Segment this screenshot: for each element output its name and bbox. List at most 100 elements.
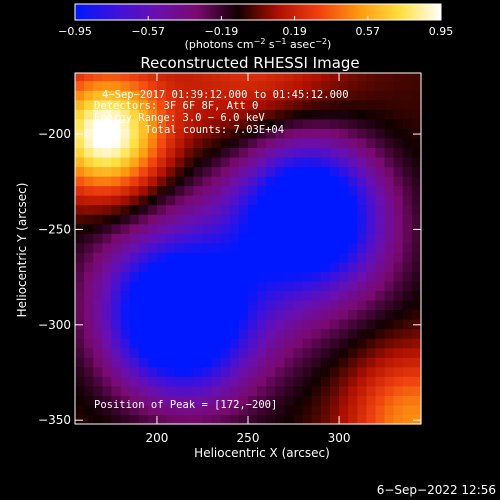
- heatmap-cell: [402, 300, 413, 311]
- heatmap-cell: [339, 99, 349, 110]
- heatmap-cell: [129, 147, 140, 158]
- heatmap-cell: [339, 309, 349, 320]
- heatmap-cell: [84, 233, 94, 244]
- heatmap-cell: [320, 290, 331, 301]
- heatmap-cell: [257, 404, 267, 416]
- heatmap-cell: [384, 80, 395, 91]
- heatmap-cell: [266, 366, 276, 377]
- heatmap-cell: [166, 156, 176, 168]
- heatmap-cell: [320, 118, 331, 129]
- heatmap-cell: [257, 90, 267, 101]
- colorbar-tick-label: 0.95: [429, 25, 454, 38]
- heatmap-cell: [320, 214, 331, 225]
- heatmap-cell: [238, 300, 249, 311]
- heatmap-cell: [402, 223, 413, 234]
- heatmap-cell: [293, 195, 304, 206]
- heatmap-cell: [302, 176, 313, 187]
- heatmap-cell: [211, 280, 222, 292]
- colorbar-tick-label: −0.19: [205, 25, 239, 38]
- heatmap-cell: [120, 204, 131, 215]
- y-tick-label: −300: [38, 318, 71, 332]
- heatmap-cell: [156, 328, 167, 339]
- heatmap-cell: [75, 252, 85, 263]
- heatmap-cell: [211, 176, 222, 187]
- heatmap-cell: [248, 376, 258, 387]
- heatmap-cell: [138, 195, 149, 206]
- heatmap-cell: [211, 395, 222, 406]
- unit-part-1: (photons cm: [185, 38, 254, 51]
- heatmap-cell: [266, 414, 276, 425]
- heatmap-cell: [75, 242, 85, 253]
- heatmap-cell: [138, 233, 149, 244]
- y-tick-label: −200: [38, 127, 71, 141]
- heatmap-cell: [320, 109, 331, 120]
- heatmap-cell: [211, 128, 222, 139]
- heatmap-cell: [320, 376, 331, 387]
- heatmap-cell: [184, 414, 194, 425]
- heatmap-cell: [320, 280, 331, 292]
- heatmap-cell: [320, 395, 331, 406]
- heatmap-cell: [184, 261, 194, 272]
- heatmap-cell: [129, 90, 140, 101]
- heatmap-cell: [75, 290, 85, 301]
- heatmap-cell: [93, 404, 103, 416]
- heatmap-cell: [402, 290, 413, 301]
- heatmap-cell: [84, 90, 94, 101]
- heatmap-cell: [375, 290, 386, 301]
- heatmap-cell: [102, 338, 113, 349]
- heatmap-cell: [75, 223, 85, 234]
- heatmap-cell: [329, 73, 340, 82]
- heatmap-cell: [238, 185, 249, 196]
- heatmap-cell: [375, 271, 386, 282]
- heatmap-cell: [248, 338, 258, 349]
- heatmap-cell: [284, 347, 295, 358]
- heatmap-cell: [147, 195, 158, 206]
- heatmap-cell: [75, 195, 85, 206]
- heatmap-cell: [411, 166, 422, 177]
- heatmap-cell: [111, 261, 122, 272]
- heatmap-cell: [102, 195, 113, 206]
- heatmap-cell: [329, 328, 340, 339]
- heatmap-cell: [220, 347, 231, 358]
- heatmap-cell: [375, 328, 386, 339]
- heatmap-cell: [202, 414, 213, 425]
- heatmap-cell: [202, 385, 213, 396]
- heatmap-cell: [175, 319, 185, 330]
- heatmap-cell: [229, 195, 240, 206]
- heatmap-cell: [402, 385, 413, 396]
- heatmap-cell: [75, 214, 85, 225]
- heatmap-cell: [248, 261, 258, 272]
- heatmap-cell: [411, 109, 422, 120]
- heatmap-cell: [238, 319, 249, 330]
- heatmap-cell: [229, 176, 240, 187]
- heatmap-cell: [375, 118, 386, 129]
- heatmap-cell: [229, 280, 240, 292]
- heatmap-cell: [184, 290, 194, 301]
- heatmap-cell: [411, 99, 422, 110]
- heatmap-cell: [184, 90, 194, 101]
- heatmap-cell: [366, 118, 377, 129]
- heatmap-cell: [93, 156, 103, 168]
- heatmap-cell: [138, 366, 149, 377]
- heatmap-cell: [375, 99, 386, 110]
- heatmap-cell: [156, 214, 167, 225]
- heatmap-cell: [375, 300, 386, 311]
- heatmap-cell: [166, 271, 176, 282]
- heatmap-cell: [266, 309, 276, 320]
- heatmap-cell: [402, 319, 413, 330]
- heatmap-cell: [229, 90, 240, 101]
- heatmap-cell: [175, 385, 185, 396]
- heatmap-cell: [311, 223, 322, 234]
- heatmap-cell: [211, 347, 222, 358]
- heatmap-cell: [156, 233, 167, 244]
- heatmap-cell: [238, 73, 249, 82]
- annotation-peak-position: Position of Peak = [172,−200]: [94, 399, 277, 411]
- heatmap-cell: [393, 147, 404, 158]
- heatmap-cell: [120, 185, 131, 196]
- heatmap-cell: [257, 395, 267, 406]
- heatmap-cell: [202, 357, 213, 368]
- heatmap-cell: [402, 109, 413, 120]
- heatmap-cell: [84, 261, 94, 272]
- heatmap-cell: [357, 347, 367, 358]
- heatmap-cell: [311, 204, 322, 215]
